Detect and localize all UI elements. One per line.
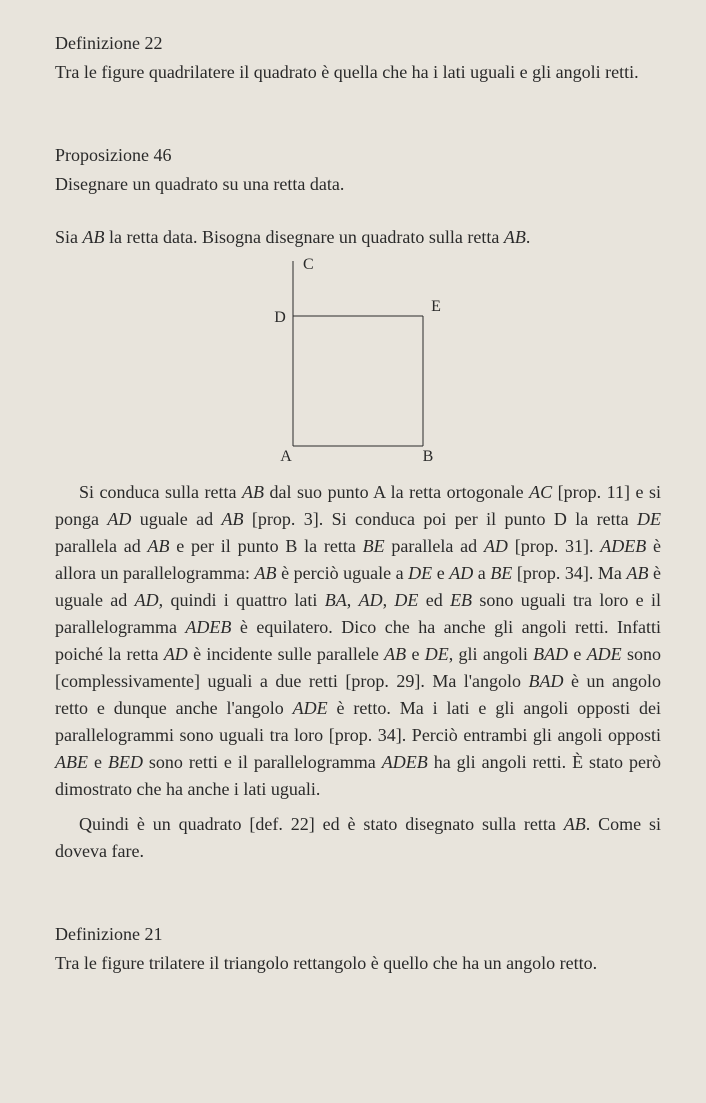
definition-22-text: Tra le figure quadrilatere il quadrato è… <box>55 59 661 86</box>
geometric-diagram: A B C D E <box>248 261 468 461</box>
proposition-46-heading: Proposizione 46 <box>55 142 661 169</box>
label-a: A <box>280 448 292 465</box>
proof-main-paragraph: Si conduca sulla retta AB dal suo punto … <box>55 479 661 803</box>
given-ab1: AB <box>83 227 105 247</box>
given-mid: la retta data. Bisogna disegnare un quad… <box>105 227 504 247</box>
label-b: B <box>423 448 434 465</box>
given-statement: Sia AB la retta data. Bisogna disegnare … <box>55 224 661 251</box>
label-c: C <box>303 256 314 273</box>
given-post: . <box>526 227 531 247</box>
given-pre: Sia <box>55 227 83 247</box>
diagram-container: A B C D E <box>55 261 661 461</box>
proposition-46-text: Disegnare un quadrato su una retta data. <box>55 171 661 198</box>
definition-22-heading: Definizione 22 <box>55 30 661 57</box>
label-d: D <box>274 309 286 326</box>
definition-21-text: Tra le figure trilatere il triangolo ret… <box>55 950 661 977</box>
given-ab2: AB <box>504 227 526 247</box>
proof-conclusion-paragraph: Quindi è un quadrato [def. 22] ed è stat… <box>55 811 661 865</box>
label-e: E <box>431 298 441 315</box>
definition-21-heading: Definizione 21 <box>55 921 661 948</box>
